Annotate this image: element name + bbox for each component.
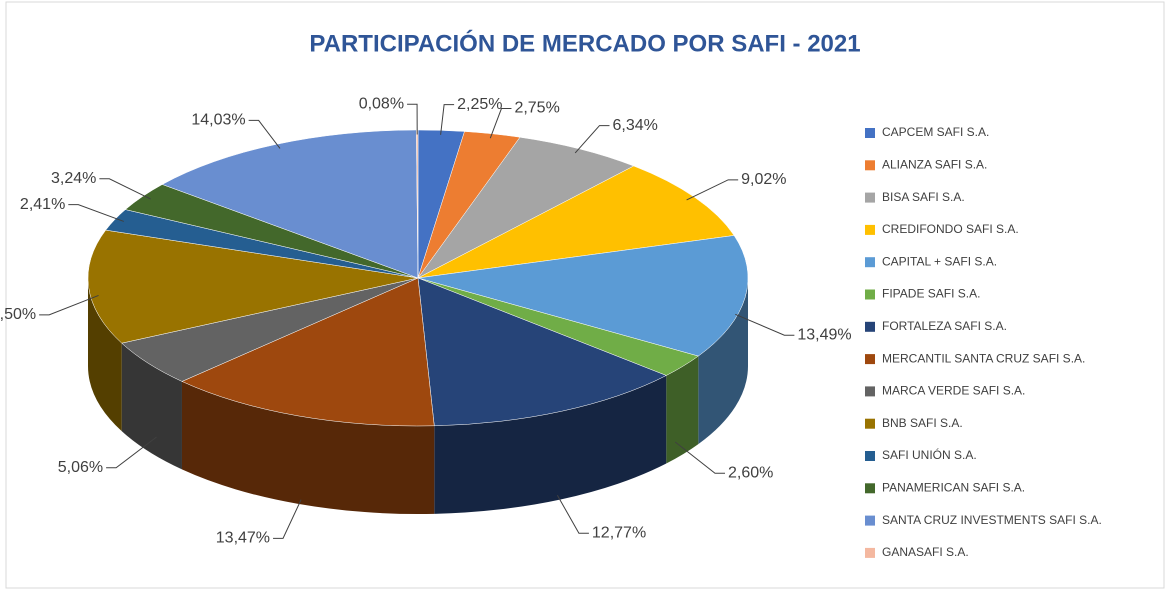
slice bbox=[161, 129, 419, 279]
slice bbox=[417, 277, 667, 427]
data-label: 0,08% bbox=[359, 95, 404, 112]
legend-label: SANTA CRUZ INVESTMENTS SAFI S.A. bbox=[882, 513, 1102, 527]
legend-label: FORTALEZA SAFI S.A. bbox=[882, 319, 1007, 333]
slice-side bbox=[181, 381, 435, 514]
slice bbox=[417, 235, 749, 357]
leader-line bbox=[68, 204, 124, 222]
legend-swatch bbox=[865, 483, 875, 494]
leader-line bbox=[273, 499, 302, 539]
leader-line bbox=[574, 125, 610, 154]
legend-swatch bbox=[865, 451, 875, 461]
data-label: 2,60% bbox=[728, 464, 773, 481]
leader-line bbox=[489, 108, 512, 139]
data-label: 13,49% bbox=[797, 326, 851, 343]
leader-line bbox=[39, 294, 99, 316]
leader-line bbox=[407, 103, 418, 135]
data-label: 9,02% bbox=[741, 171, 786, 188]
slice-side bbox=[666, 356, 699, 464]
legend-label: FIPADE SAFI S.A. bbox=[882, 287, 980, 301]
chart-title: PARTICIPACIÓN DE MERCADO POR SAFI - 2021 bbox=[309, 29, 860, 57]
slice bbox=[181, 277, 435, 427]
legend-swatch bbox=[865, 257, 875, 268]
data-label: 13,47% bbox=[216, 530, 270, 547]
data-labels: 2,25% 2,75% 6,34% 9,02% 13,49% 2,60% 12,77% 13,… bbox=[0, 95, 852, 546]
legend-swatch bbox=[865, 321, 875, 332]
legend-swatch bbox=[865, 128, 875, 138]
leader-line bbox=[556, 494, 589, 534]
legend-label: BNB SAFI S.A. bbox=[882, 416, 963, 430]
data-label: 5,06% bbox=[58, 459, 103, 476]
legend-swatch bbox=[865, 160, 875, 171]
slice bbox=[417, 165, 735, 279]
legend-label: SAFI UNIÓN S.A. bbox=[882, 447, 977, 462]
leader-line bbox=[106, 436, 157, 469]
slice bbox=[87, 229, 419, 344]
data-label: 6,34% bbox=[612, 117, 657, 134]
pie-sides bbox=[88, 278, 748, 514]
data-label: 14,03% bbox=[191, 112, 245, 129]
leader-line bbox=[674, 441, 726, 474]
legend-label: ALIANZA SAFI S.A. bbox=[882, 157, 987, 171]
legend-swatch bbox=[865, 418, 875, 429]
data-label: 3,24% bbox=[51, 170, 96, 187]
legend-swatch bbox=[865, 289, 875, 300]
leader-line bbox=[686, 179, 739, 201]
legend-label: PANAMERICAN SAFI S.A. bbox=[882, 480, 1025, 494]
legend-label: MERCANTIL SANTA CRUZ SAFI S.A. bbox=[882, 351, 1085, 365]
legend-label: GANASAFI S.A. bbox=[882, 545, 969, 559]
slice-side bbox=[434, 375, 667, 514]
data-label: 2,75% bbox=[514, 100, 559, 117]
slice-side bbox=[88, 278, 122, 432]
slice bbox=[417, 136, 635, 279]
leader-line bbox=[440, 104, 455, 135]
slice-side bbox=[698, 278, 748, 445]
leader-line bbox=[248, 119, 281, 149]
leader-line bbox=[99, 178, 151, 200]
pie-tops bbox=[87, 129, 749, 427]
legend-label: CREDIFONDO SAFI S.A. bbox=[882, 222, 1019, 236]
data-label: 2,41% bbox=[20, 196, 65, 213]
legend-swatch bbox=[865, 386, 875, 397]
legend-label: BISA SAFI S.A. bbox=[882, 190, 965, 204]
legend-label: CAPITAL + SAFI S.A. bbox=[882, 254, 997, 268]
legend-label: MARCA VERDE SAFI S.A. bbox=[882, 384, 1025, 398]
leader-line bbox=[735, 313, 795, 336]
legend-label: CAPCEM SAFI S.A. bbox=[882, 125, 989, 139]
legend-swatch bbox=[865, 192, 875, 203]
legend-swatch bbox=[865, 547, 875, 558]
legend-swatch bbox=[865, 515, 875, 526]
legend-swatch bbox=[865, 224, 875, 235]
data-label: 12,77% bbox=[592, 524, 646, 541]
data-label: 2,25% bbox=[457, 96, 502, 113]
legend-swatch bbox=[865, 354, 875, 365]
data-label: 12,50% bbox=[0, 306, 36, 323]
slice-side bbox=[121, 343, 182, 470]
legend: CAPCEM SAFI S.A. ALIANZA SAFI S.A. BISA SA… bbox=[865, 125, 1102, 559]
